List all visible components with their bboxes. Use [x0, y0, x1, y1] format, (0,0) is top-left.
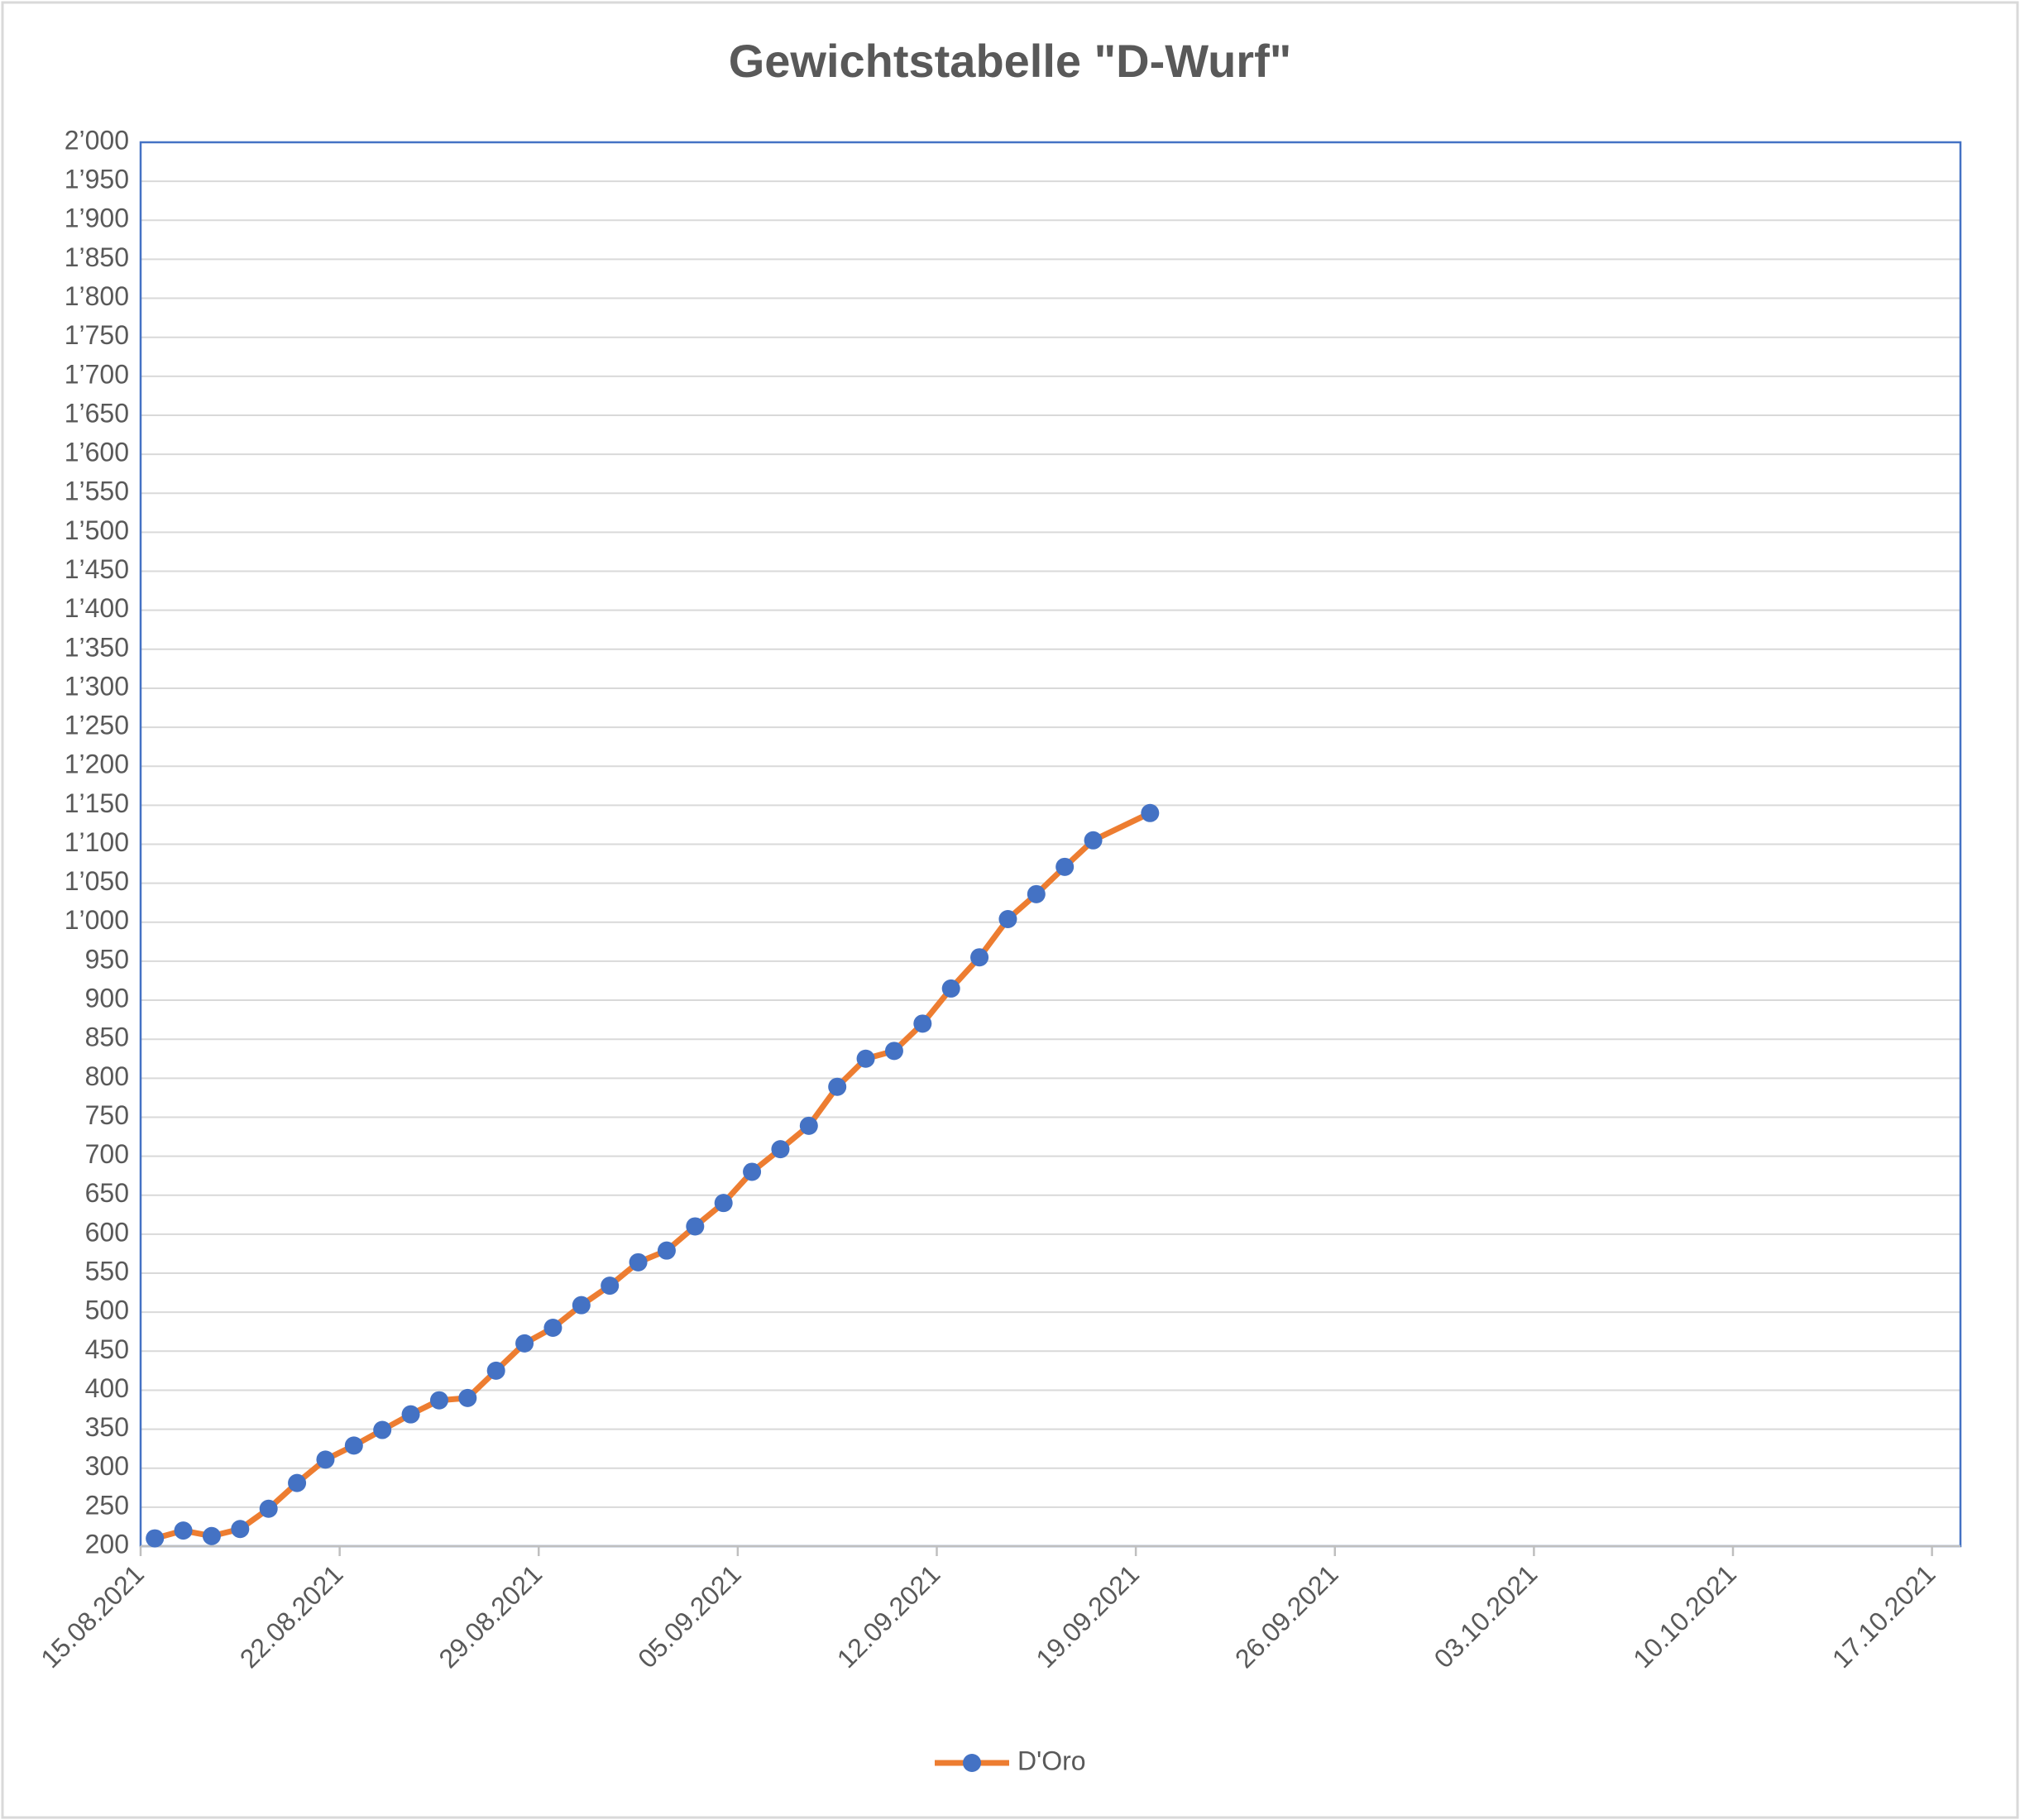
y-tick-label: 350: [85, 1412, 129, 1442]
data-point: [344, 1436, 363, 1455]
y-tick-label: 1’800: [65, 281, 129, 311]
data-point: [202, 1526, 221, 1545]
y-tick-label: 1’000: [65, 905, 129, 935]
data-point: [146, 1529, 165, 1548]
data-point: [288, 1473, 307, 1492]
y-tick-label: 600: [85, 1217, 129, 1247]
data-point: [856, 1049, 875, 1068]
y-tick-label: 500: [85, 1296, 129, 1325]
data-point: [884, 1042, 903, 1061]
y-tick-label: 1’450: [65, 554, 129, 584]
y-tick-label: 1’300: [65, 671, 129, 701]
y-tick-label: 1’700: [65, 359, 129, 389]
y-tick-label: 1’650: [65, 398, 129, 428]
y-tick-label: 250: [85, 1490, 129, 1520]
y-tick-label: 450: [85, 1334, 129, 1364]
y-tick-label: 1’200: [65, 750, 129, 779]
y-tick-label: 900: [85, 984, 129, 1013]
y-tick-label: 1’350: [65, 632, 129, 662]
y-tick-label: 300: [85, 1451, 129, 1481]
y-tick-label: 1’400: [65, 593, 129, 623]
y-tick-label: 700: [85, 1139, 129, 1169]
data-point: [657, 1241, 676, 1260]
data-point: [543, 1319, 562, 1338]
y-tick-label: 950: [85, 944, 129, 974]
data-point: [686, 1217, 705, 1236]
y-tick-label: 1’050: [65, 866, 129, 896]
data-point: [231, 1520, 250, 1539]
data-point: [828, 1077, 847, 1096]
y-tick-label: 1’250: [65, 711, 129, 740]
legend-marker: [963, 1754, 981, 1772]
y-tick-label: 1’900: [65, 204, 129, 233]
y-tick-label: 650: [85, 1178, 129, 1208]
chart-title: Gewichtstabelle "D-Wurf": [729, 35, 1292, 87]
y-tick-label: 400: [85, 1373, 129, 1403]
data-point: [486, 1361, 505, 1380]
data-point: [970, 948, 989, 967]
y-tick-label: 1’500: [65, 515, 129, 545]
data-point: [458, 1388, 477, 1407]
data-point: [799, 1116, 818, 1135]
data-point: [629, 1252, 648, 1272]
data-point: [316, 1450, 335, 1469]
data-point: [373, 1420, 392, 1439]
y-tick-label: 1’600: [65, 438, 129, 467]
y-tick-label: 2’000: [65, 125, 129, 155]
data-point: [515, 1334, 534, 1353]
y-tick-label: 200: [85, 1529, 129, 1559]
data-point: [1055, 857, 1075, 876]
data-point: [714, 1194, 733, 1213]
data-point: [429, 1391, 448, 1410]
data-point: [743, 1162, 762, 1181]
y-tick-label: 1’950: [65, 165, 129, 194]
y-tick-label: 750: [85, 1100, 129, 1130]
data-point: [401, 1405, 420, 1424]
data-point: [1141, 803, 1160, 822]
data-point: [1027, 884, 1046, 903]
y-tick-label: 550: [85, 1256, 129, 1286]
data-point: [601, 1276, 620, 1296]
data-point: [941, 979, 960, 998]
data-point: [174, 1521, 193, 1540]
y-tick-label: 1’100: [65, 827, 129, 857]
y-tick-label: 1’150: [65, 788, 129, 818]
y-tick-label: 1’850: [65, 242, 129, 272]
data-point: [771, 1140, 790, 1159]
data-point: [998, 910, 1017, 929]
y-tick-label: 1’750: [65, 320, 129, 350]
y-tick-label: 1’550: [65, 477, 129, 506]
y-tick-label: 800: [85, 1061, 129, 1091]
data-point: [259, 1499, 278, 1518]
data-point: [913, 1014, 932, 1033]
legend-label: D'Oro: [1017, 1746, 1086, 1775]
y-tick-label: 850: [85, 1023, 129, 1052]
data-point: [1084, 831, 1103, 850]
data-point: [572, 1296, 591, 1315]
